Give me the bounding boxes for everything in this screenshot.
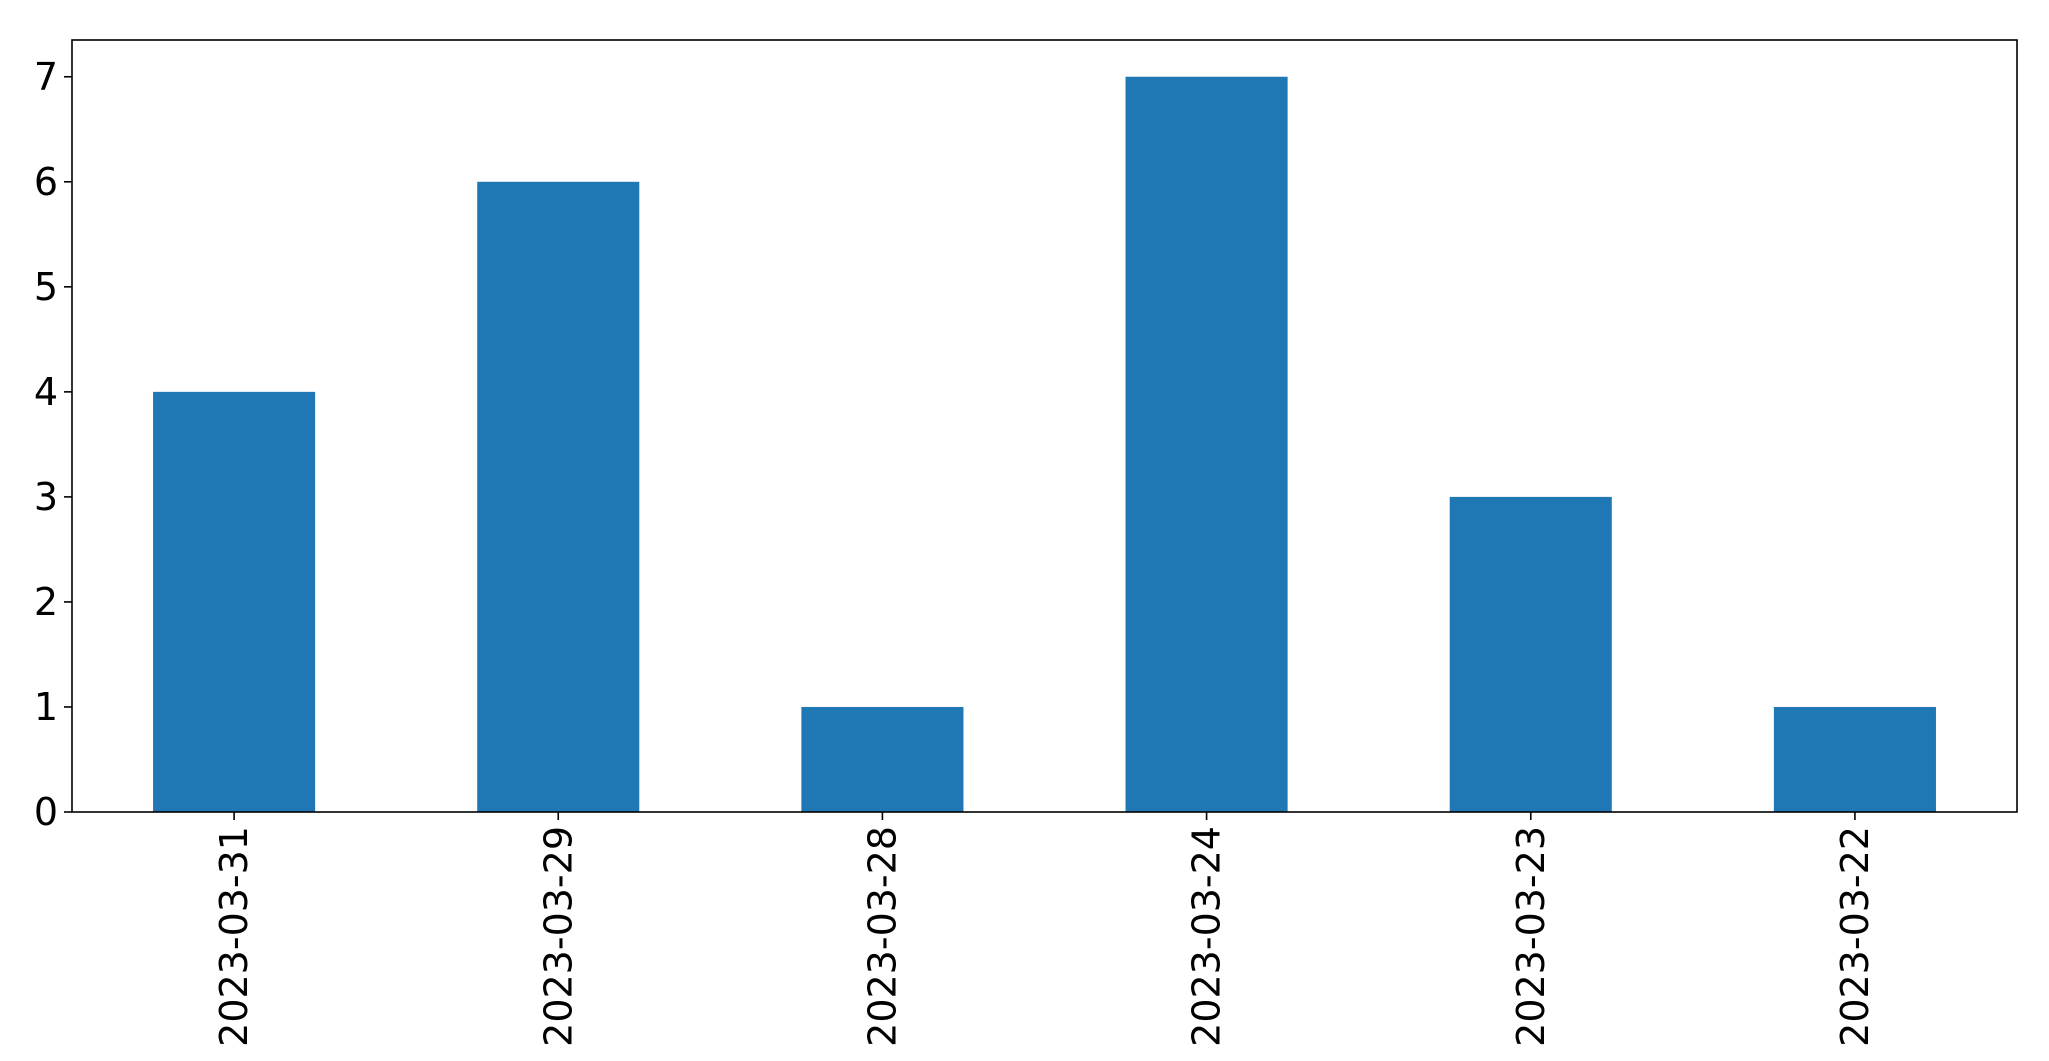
- x-tick-label: 2023-03-23: [1509, 826, 1553, 1047]
- y-tick-label: 4: [34, 370, 58, 414]
- bar-2023-03-22: [1773, 706, 1936, 812]
- y-axis: 0 1 2 3 4 5 6 7: [34, 55, 72, 834]
- bars-layer: [153, 76, 1936, 813]
- x-tick-label: 2023-03-24: [1185, 826, 1229, 1047]
- bar-2023-03-31: [153, 391, 316, 812]
- x-tick-label: 2023-03-31: [212, 826, 256, 1047]
- y-tick-label: 7: [34, 55, 58, 99]
- bar-2023-03-23: [1449, 496, 1612, 812]
- x-tick-label: 2023-03-29: [536, 826, 580, 1047]
- y-tick-label: 1: [34, 685, 58, 729]
- y-tick-label: 2: [34, 580, 58, 624]
- plot-area-frame: [71, 39, 2018, 813]
- y-tick-label: 5: [34, 265, 58, 309]
- x-tick-label: 2023-03-22: [1833, 826, 1877, 1047]
- bar-2023-03-29: [477, 181, 640, 813]
- x-tick-label: 2023-03-28: [860, 826, 904, 1047]
- y-tick-label: 0: [34, 790, 58, 834]
- bar-2023-03-24: [1125, 76, 1288, 812]
- y-tick-label: 3: [34, 475, 58, 519]
- y-tick-label: 6: [34, 160, 58, 204]
- x-axis: 2023-03-31 2023-03-29 2023-03-28 2023-03-24…: [212, 812, 1877, 1047]
- bar-2023-03-28: [801, 706, 964, 812]
